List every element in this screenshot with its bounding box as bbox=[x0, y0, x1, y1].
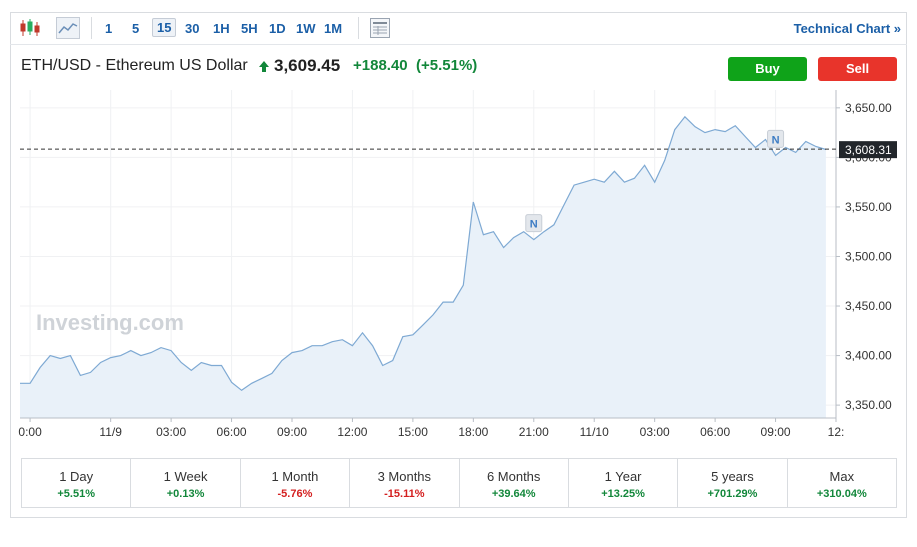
period-label: 1 Month bbox=[271, 469, 319, 484]
technical-chart-link[interactable]: Technical Chart » bbox=[793, 21, 901, 36]
x-tick-label: 15:00 bbox=[398, 425, 428, 439]
x-tick-label: 03:00 bbox=[640, 425, 670, 439]
news-marker bbox=[767, 129, 785, 148]
table-icon[interactable] bbox=[370, 18, 390, 38]
period-cell[interactable]: 6 Months +39.64% bbox=[460, 459, 569, 507]
x-tick-label: 12:00 bbox=[337, 425, 367, 439]
period-label: 1 Day bbox=[59, 469, 94, 484]
candles-icon[interactable] bbox=[20, 18, 40, 38]
buy-button[interactable]: Buy bbox=[728, 57, 807, 81]
x-tick-label: 09:00 bbox=[761, 425, 791, 439]
period-cell[interactable]: 1 Year +13.25% bbox=[569, 459, 679, 507]
y-tick-label: 3,650.00 bbox=[845, 101, 892, 115]
area-icon[interactable] bbox=[56, 17, 80, 39]
period-cell[interactable]: 3 Months -15.11% bbox=[350, 459, 460, 507]
period-label: 1 Week bbox=[163, 469, 208, 484]
interval-button[interactable]: 1D bbox=[269, 21, 286, 36]
period-change: +13.25% bbox=[601, 488, 645, 500]
interval-button[interactable]: 1H bbox=[213, 21, 230, 36]
x-tick-label: 06:00 bbox=[700, 425, 730, 439]
period-label: 5 years bbox=[711, 469, 754, 484]
interval-button[interactable]: 5H bbox=[241, 21, 258, 36]
interval-button[interactable]: 15 bbox=[152, 18, 177, 37]
period-cell[interactable]: 1 Week +0.13% bbox=[131, 459, 241, 507]
y-tick-label: 3,350.00 bbox=[845, 398, 892, 412]
period-cell[interactable]: Max +310.04% bbox=[788, 459, 896, 507]
price-change: +188.40 bbox=[353, 57, 408, 74]
period-cell[interactable]: 1 Day +5.51% bbox=[22, 459, 132, 507]
x-tick-label: 18:00 bbox=[458, 425, 488, 439]
period-change: +39.64% bbox=[491, 488, 536, 500]
widget-frame bbox=[10, 12, 907, 518]
area-fill bbox=[20, 116, 826, 419]
news-marker-label: N bbox=[530, 219, 538, 231]
period-label: 6 Months bbox=[486, 469, 541, 484]
x-tick-label: 09:00 bbox=[277, 425, 307, 439]
x-tick-label: 12: bbox=[828, 425, 845, 439]
instrument-title: ETH/USD - Ethereum US Dollar bbox=[21, 57, 248, 74]
toolbar-divider bbox=[10, 44, 907, 45]
y-tick-label: 3,550.00 bbox=[845, 200, 892, 214]
price: 3,609.45 bbox=[274, 56, 341, 75]
period-cell[interactable]: 1 Month -5.76% bbox=[241, 459, 351, 507]
period-change: +0.13% bbox=[166, 488, 205, 500]
period-change: -5.76% bbox=[277, 488, 313, 500]
interval-button[interactable]: 1 bbox=[105, 21, 113, 36]
interval-button[interactable]: 5 bbox=[132, 21, 140, 36]
interval-button[interactable]: 1M bbox=[324, 21, 343, 36]
last-price-box bbox=[839, 141, 897, 159]
y-tick-label: 3,450.00 bbox=[845, 299, 892, 313]
period-label: Max bbox=[829, 469, 855, 484]
x-tick-label: 0:00 bbox=[18, 425, 42, 439]
x-tick-label: 03:00 bbox=[156, 425, 186, 439]
period-cell[interactable]: 5 years +701.29% bbox=[678, 459, 788, 507]
period-change: +701.29% bbox=[707, 488, 758, 500]
sell-button[interactable]: Sell bbox=[818, 57, 897, 81]
period-change: +5.51% bbox=[57, 488, 95, 500]
up-arrow bbox=[259, 61, 269, 72]
price-line bbox=[20, 115, 827, 392]
news-marker bbox=[525, 214, 543, 233]
period-table: 1 Day +5.51% 1 Week +0.13% 1 Month -5.76% 3 Mo… bbox=[21, 458, 897, 508]
interval-button[interactable]: 1W bbox=[296, 21, 316, 36]
period-change: +310.04% bbox=[816, 488, 867, 500]
separator bbox=[358, 17, 359, 39]
x-tick-label: 06:00 bbox=[217, 425, 247, 439]
price-change-pct: (+5.51%) bbox=[416, 57, 478, 74]
x-tick-label: 11/9 bbox=[99, 425, 122, 439]
watermark: Investing.com bbox=[36, 310, 184, 335]
x-tick-label: 11/10 bbox=[580, 425, 609, 439]
x-tick-label: 21:00 bbox=[519, 425, 549, 439]
period-label: 3 Months bbox=[377, 469, 432, 484]
separator bbox=[91, 17, 92, 39]
period-change: -15.11% bbox=[384, 488, 425, 500]
y-tick-label: 3,500.00 bbox=[845, 249, 892, 263]
interval-button[interactable]: 30 bbox=[185, 21, 200, 36]
y-tick-label: 3,400.00 bbox=[845, 349, 892, 363]
last-price-label: 3,608.31 bbox=[845, 143, 892, 157]
period-label: 1 Year bbox=[604, 469, 642, 484]
news-marker-label: N bbox=[772, 134, 780, 146]
chart: 0:00 11/9 03:00 06:00 09:00 12:00 15:00 18:00 21… bbox=[18, 90, 897, 439]
